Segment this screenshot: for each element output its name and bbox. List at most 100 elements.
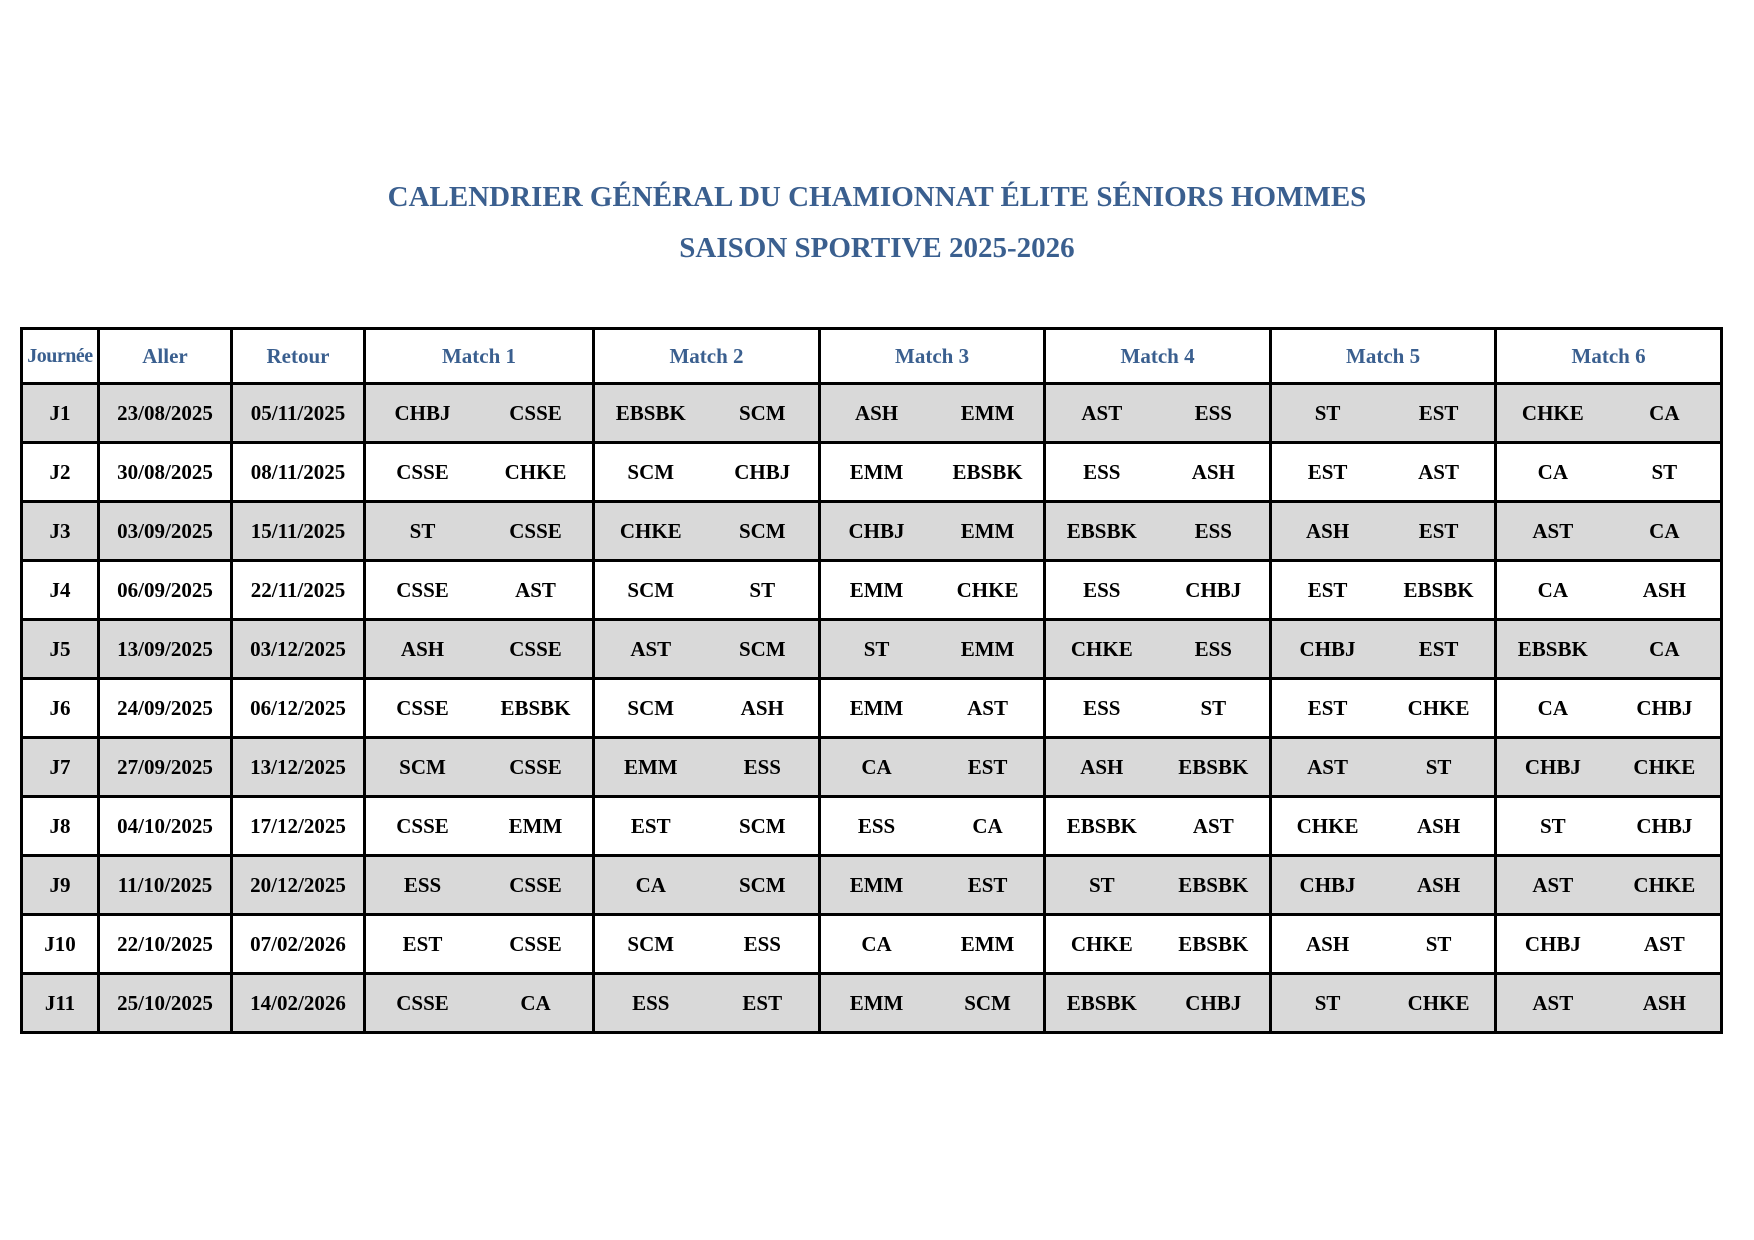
first-leg-date: 30/08/2025: [97, 441, 233, 503]
away-team: CA: [479, 972, 596, 1034]
away-team: EMM: [932, 500, 1047, 562]
home-team: CSSE: [363, 441, 479, 503]
return-leg-date: 13/12/2025: [230, 736, 366, 798]
table-row: J1 23/08/2025 05/11/2025 CHBJ CSSE EBSBK SCM AS…: [20, 382, 1724, 444]
away-team: SCM: [706, 500, 822, 562]
home-team: EBSBK: [1043, 795, 1158, 857]
away-team: EBSBK: [1157, 736, 1273, 798]
away-team: CHKE: [479, 441, 596, 503]
away-team: CA: [1608, 500, 1724, 562]
home-team: CHKE: [1043, 913, 1158, 975]
away-team: EBSBK: [1157, 854, 1273, 916]
away-team: ASH: [706, 677, 822, 739]
home-team: EST: [1269, 559, 1384, 621]
home-team: SCM: [592, 677, 707, 739]
home-team: AST: [1494, 854, 1609, 916]
away-team: CHBJ: [1157, 559, 1273, 621]
return-leg-date: 14/02/2026: [230, 972, 366, 1034]
home-team: ESS: [592, 972, 707, 1034]
home-team: ESS: [363, 854, 479, 916]
home-team: EBSBK: [592, 382, 707, 444]
table-row: J10 22/10/2025 07/02/2026 EST CSSE SCM ESS CA EM…: [20, 913, 1724, 975]
round-cell: J6: [20, 677, 100, 739]
home-team: CHBJ: [1494, 913, 1609, 975]
return-leg-date: 05/11/2025: [230, 382, 366, 444]
first-leg-date: 22/10/2025: [97, 913, 233, 975]
table-row: J7 27/09/2025 13/12/2025 SCM CSSE EMM ESS CA EST…: [20, 736, 1724, 798]
column-header: Match 2: [592, 327, 822, 385]
home-team: CHBJ: [1269, 618, 1384, 680]
away-team: CHKE: [1383, 972, 1498, 1034]
away-team: AST: [479, 559, 596, 621]
home-team: CHBJ: [1494, 736, 1609, 798]
away-team: CSSE: [479, 736, 596, 798]
away-team: EST: [1383, 500, 1498, 562]
away-team: ST: [706, 559, 822, 621]
away-team: ST: [1157, 677, 1273, 739]
home-team: EMM: [818, 972, 933, 1034]
home-team: ST: [1494, 795, 1609, 857]
home-team: SCM: [592, 913, 707, 975]
home-team: CA: [818, 913, 933, 975]
home-team: ST: [1043, 854, 1158, 916]
first-leg-date: 11/10/2025: [97, 854, 233, 916]
home-team: CHKE: [1494, 382, 1609, 444]
season-subtitle: SAISON SPORTIVE 2025-2026: [679, 232, 1075, 264]
first-leg-date: 03/09/2025: [97, 500, 233, 562]
home-team: AST: [1494, 972, 1609, 1034]
return-leg-date: 22/11/2025: [230, 559, 366, 621]
home-team: SCM: [592, 559, 707, 621]
home-team: CA: [818, 736, 933, 798]
home-team: ST: [1269, 382, 1384, 444]
column-header: Aller: [97, 327, 233, 385]
home-team: EST: [1269, 677, 1384, 739]
away-team: ASH: [1608, 559, 1724, 621]
home-team: AST: [592, 618, 707, 680]
home-team: EST: [592, 795, 707, 857]
first-leg-date: 23/08/2025: [97, 382, 233, 444]
home-team: EST: [363, 913, 479, 975]
round-cell: J3: [20, 500, 100, 562]
away-team: CSSE: [479, 618, 596, 680]
away-team: EBSBK: [479, 677, 596, 739]
away-team: CA: [1608, 618, 1724, 680]
first-leg-date: 27/09/2025: [97, 736, 233, 798]
first-leg-date: 04/10/2025: [97, 795, 233, 857]
home-team: AST: [1494, 500, 1609, 562]
away-team: CHBJ: [1157, 972, 1273, 1034]
home-team: ASH: [363, 618, 479, 680]
column-header: Match 4: [1043, 327, 1273, 385]
home-team: CA: [1494, 559, 1609, 621]
home-team: CSSE: [363, 677, 479, 739]
home-team: ASH: [1269, 500, 1384, 562]
away-team: EMM: [479, 795, 596, 857]
home-team: CHBJ: [1269, 854, 1384, 916]
away-team: CHKE: [1608, 854, 1724, 916]
document-title: CALENDRIER GÉNÉRAL DU CHAMIONNAT ÉLITE S…: [387, 181, 1367, 213]
away-team: CSSE: [479, 913, 596, 975]
first-leg-date: 24/09/2025: [97, 677, 233, 739]
table-row: J5 13/09/2025 03/12/2025 ASH CSSE AST SCM ST EMM…: [20, 618, 1724, 680]
return-leg-date: 17/12/2025: [230, 795, 366, 857]
away-team: SCM: [706, 618, 822, 680]
return-leg-date: 06/12/2025: [230, 677, 366, 739]
away-team: ESS: [1157, 500, 1273, 562]
away-team: EST: [1383, 382, 1498, 444]
return-leg-date: 15/11/2025: [230, 500, 366, 562]
away-team: ASH: [1157, 441, 1273, 503]
home-team: AST: [1269, 736, 1384, 798]
home-team: ST: [1269, 972, 1384, 1034]
round-cell: J4: [20, 559, 100, 621]
home-team: CSSE: [363, 795, 479, 857]
away-team: ASH: [1383, 854, 1498, 916]
away-team: CHBJ: [706, 441, 822, 503]
column-header: Journée: [20, 327, 100, 385]
away-team: EST: [706, 972, 822, 1034]
home-team: ASH: [818, 382, 933, 444]
home-team: ESS: [1043, 441, 1158, 503]
home-team: CA: [1494, 441, 1609, 503]
column-header: Match 5: [1269, 327, 1498, 385]
home-team: CHKE: [592, 500, 707, 562]
